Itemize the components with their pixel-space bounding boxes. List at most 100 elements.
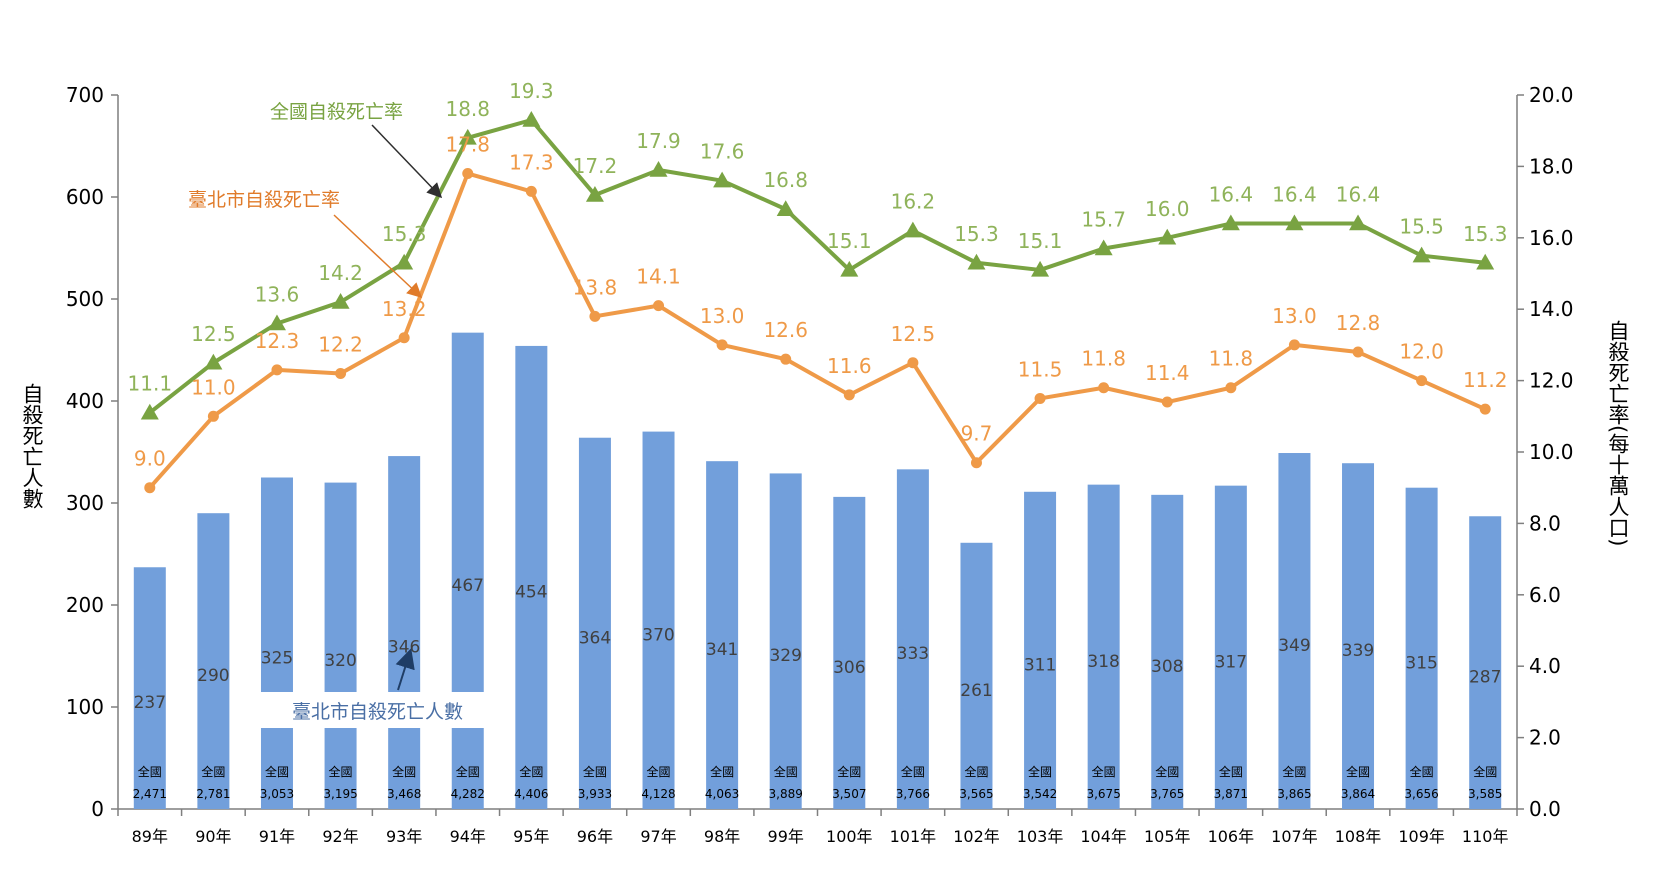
national-count-value: 3,507 — [832, 787, 866, 801]
bar-value-label: 315 — [1405, 653, 1437, 673]
right-tick-label: 8.0 — [1529, 511, 1561, 535]
national-rate-label: 11.1 — [128, 372, 173, 396]
x-tick-label: 93年 — [386, 827, 422, 846]
bar-value-label: 306 — [833, 658, 865, 678]
x-tick-label: 92年 — [322, 827, 358, 846]
national-label-title: 全國 — [837, 764, 861, 779]
taipei-rate-point — [398, 332, 410, 344]
national-rate-point — [140, 403, 159, 420]
right-tick-label: 12.0 — [1529, 369, 1574, 393]
x-tick-label: 107年 — [1271, 827, 1318, 846]
data-labels-layer: 11.1 12.5 13.6 14.2 15.3 18.8 19.3 17.2 17.9 17.6… — [128, 79, 1508, 471]
national-count-value: 3,766 — [896, 787, 930, 801]
left-tick-label: 0 — [91, 797, 104, 821]
x-tick-label: 100年 — [826, 827, 873, 846]
taipei-rate-point — [1479, 403, 1491, 415]
x-tick-label: 102年 — [953, 827, 1000, 846]
x-tick-label: 101年 — [890, 827, 937, 846]
national-count-value: 3,765 — [1150, 787, 1184, 801]
national-rate-point — [840, 260, 859, 277]
taipei-rate-label: 13.8 — [573, 275, 618, 299]
national-label-title: 全國 — [710, 764, 734, 779]
national-rate-point — [395, 253, 414, 270]
national-label-title: 全國 — [1219, 764, 1243, 779]
x-tick-label: 89年 — [132, 827, 168, 846]
taipei-rate-label: 11.8 — [1081, 347, 1126, 371]
national-rate-label: 12.5 — [191, 322, 236, 346]
national-rate-point — [649, 160, 668, 177]
national-rate-point — [1349, 214, 1368, 231]
national-rate-label: 17.2 — [573, 154, 618, 178]
national-label-title: 全國 — [1028, 764, 1052, 779]
x-tick-label: 96年 — [577, 827, 613, 846]
taipei-rate-label: 14.1 — [636, 265, 681, 289]
bar-value-label: 237 — [134, 693, 166, 713]
national-rate-point — [776, 200, 795, 216]
national-rate-label: 15.1 — [827, 229, 872, 253]
national-count-value: 3,889 — [769, 787, 803, 801]
left-tick-label: 300 — [66, 491, 104, 515]
national-label-title: 全國 — [1473, 764, 1497, 779]
x-tick-label: 97年 — [640, 827, 676, 846]
taipei-rate-label: 12.6 — [763, 318, 808, 342]
taipei-rate-point — [780, 353, 792, 365]
bar-value-label: 346 — [388, 638, 420, 658]
taipei-rate-label: 17.3 — [509, 150, 554, 174]
national-label-title: 全國 — [1282, 764, 1306, 779]
bar-value-label: 339 — [1342, 641, 1374, 661]
left-tick-label: 600 — [66, 185, 104, 209]
right-tick-label: 16.0 — [1529, 226, 1574, 250]
taipei-rate-point — [271, 364, 283, 376]
bar-value-label: 287 — [1469, 668, 1501, 688]
annotation-taipei-count-backdrop — [240, 692, 488, 728]
national-rate-label: 16.4 — [1209, 183, 1254, 207]
bar-series-taipei-count: 237 290 325 320 346 467 454 364 370 341 329 306 333 2… — [134, 332, 1501, 809]
bar-value-label: 317 — [1215, 652, 1247, 672]
national-rate-point — [903, 221, 922, 238]
taipei-rate-point — [970, 457, 982, 469]
left-axis-title: 自殺死亡人數 — [20, 383, 44, 509]
bar — [324, 482, 357, 809]
national-count-value: 2,781 — [196, 787, 230, 801]
national-label-title: 全國 — [392, 764, 416, 779]
national-count-value: 3,933 — [578, 787, 612, 801]
taipei-rate-point — [1352, 346, 1364, 358]
taipei-rate-label: 11.4 — [1145, 361, 1190, 385]
national-count-value: 3,542 — [1023, 787, 1057, 801]
national-rate-point — [585, 185, 604, 202]
national-rate-point — [967, 253, 986, 270]
x-tick-label: 94年 — [450, 827, 486, 846]
taipei-rate-point — [1288, 339, 1300, 351]
right-axis-title: 自殺死亡率(每十萬人口) — [1606, 320, 1630, 546]
bar — [1342, 463, 1375, 809]
bar — [769, 473, 802, 809]
taipei-rate-label: 12.0 — [1399, 340, 1444, 364]
right-tick-label: 6.0 — [1529, 583, 1561, 607]
national-rate-point — [1412, 246, 1431, 263]
bar-value-label: 333 — [897, 644, 929, 664]
national-rate-point — [267, 314, 286, 331]
bar — [1405, 487, 1438, 809]
national-label-title: 全國 — [201, 764, 225, 779]
taipei-rate-label: 11.6 — [827, 354, 872, 378]
taipei-rate-point — [525, 185, 537, 197]
taipei-rate-label: 13.0 — [1272, 304, 1317, 328]
national-label-title: 全國 — [583, 764, 607, 779]
taipei-rate-point — [144, 482, 156, 494]
line-series-layer — [140, 110, 1495, 494]
bar-value-label: 318 — [1087, 652, 1119, 672]
national-label-title: 全國 — [1410, 764, 1434, 779]
national-rate-label: 15.7 — [1081, 208, 1126, 232]
national-rate-label: 15.3 — [1463, 222, 1508, 246]
national-count-value: 3,468 — [387, 787, 421, 801]
taipei-rate-point — [589, 310, 601, 322]
left-tick-label: 700 — [66, 83, 104, 107]
national-count-value: 4,063 — [705, 787, 739, 801]
right-tick-label: 18.0 — [1529, 154, 1574, 178]
national-count-value: 3,053 — [260, 787, 294, 801]
national-rate-label: 16.8 — [763, 168, 808, 192]
bar — [1151, 494, 1184, 809]
national-count-value: 3,871 — [1214, 787, 1248, 801]
taipei-rate-label: 12.5 — [891, 322, 936, 346]
